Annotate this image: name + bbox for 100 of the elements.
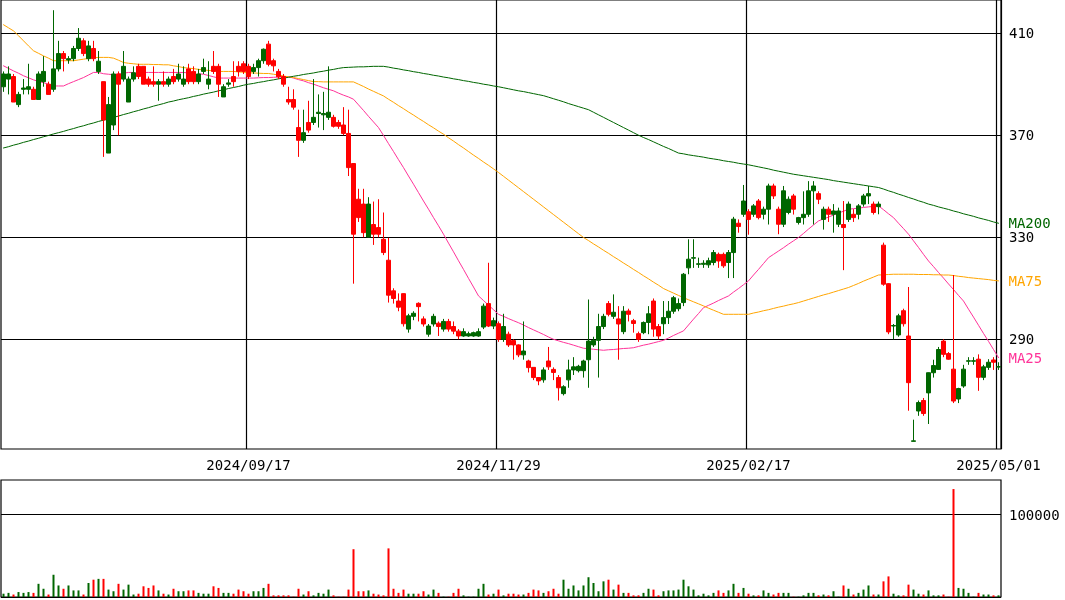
bar: [567, 588, 570, 597]
bar: [767, 592, 770, 597]
bar: [617, 584, 620, 597]
bar: [42, 588, 45, 597]
candlestick: [826, 206, 831, 223]
bar: [762, 590, 765, 597]
bar: [812, 592, 815, 597]
x-tick-label: 2025/05/01: [956, 457, 1041, 473]
bar: [682, 579, 685, 597]
candlestick: [916, 400, 921, 417]
candlestick: [156, 78, 161, 102]
candlestick: [611, 293, 616, 320]
bar: [367, 590, 370, 597]
candlestick: [691, 238, 696, 269]
candlestick: [441, 318, 446, 333]
candlestick: [626, 308, 631, 322]
bar: [532, 589, 535, 597]
bar: [677, 589, 680, 597]
candlestick: [681, 272, 686, 307]
y-tick-label: 370: [1009, 127, 1035, 144]
bar: [432, 589, 435, 597]
bar: [92, 579, 95, 597]
candlestick: [911, 419, 916, 442]
bar: [187, 590, 190, 597]
candlestick: [901, 308, 906, 328]
candlestick: [206, 60, 211, 90]
bar: [357, 591, 360, 597]
candlestick: [61, 50, 66, 72]
bar: [662, 591, 665, 597]
candlestick: [776, 206, 781, 235]
bar: [437, 592, 440, 597]
bar: [927, 590, 930, 597]
candlestick: [756, 198, 761, 220]
candlestick: [871, 201, 876, 216]
candlestick: [921, 397, 926, 417]
bar: [722, 592, 725, 597]
bar: [607, 579, 610, 597]
bar: [672, 590, 675, 597]
bar: [142, 586, 145, 597]
candlestick: [421, 315, 426, 328]
bar: [352, 549, 355, 597]
candlestick: [226, 78, 231, 88]
y-tick-label: 410: [1009, 25, 1035, 42]
candlestick: [161, 70, 166, 88]
bar: [112, 591, 115, 597]
candlestick: [31, 86, 36, 100]
bar: [262, 587, 265, 597]
candlestick: [791, 193, 796, 216]
bar: [542, 592, 545, 597]
bar: [392, 588, 395, 597]
candlestick: [816, 190, 821, 205]
bar: [197, 592, 200, 597]
bar: [497, 589, 500, 597]
candlestick: [101, 81, 106, 158]
bar: [237, 589, 240, 597]
bar: [267, 583, 270, 597]
bar: [592, 582, 595, 597]
candlestick: [86, 40, 91, 62]
bar: [962, 588, 965, 597]
bar: [652, 589, 655, 597]
bar: [117, 583, 120, 597]
bar: [602, 581, 605, 597]
candlestick: [166, 76, 171, 88]
candlestick: [686, 238, 691, 275]
candlestick: [951, 274, 956, 404]
bar: [572, 585, 575, 597]
candlestick: [201, 58, 206, 75]
bar: [867, 585, 870, 597]
candlestick: [821, 206, 826, 231]
bar: [72, 590, 75, 597]
bar: [597, 591, 600, 597]
bar: [52, 574, 55, 597]
bar: [27, 592, 30, 597]
bar: [17, 592, 20, 597]
bar: [862, 589, 865, 597]
candlestick: [501, 313, 506, 343]
candlestick: [306, 100, 311, 134]
bar: [297, 588, 300, 597]
y-tick-label: 330: [1009, 229, 1035, 246]
bar: [552, 588, 555, 597]
bar: [97, 578, 100, 597]
bar: [587, 577, 590, 597]
candlestick: [991, 356, 996, 371]
bar: [782, 592, 785, 597]
bar: [122, 589, 125, 597]
bar: [847, 588, 850, 597]
candlestick: [561, 384, 566, 396]
bar: [257, 591, 260, 597]
bar: [347, 589, 350, 597]
bar: [842, 585, 845, 597]
candlestick: [546, 346, 551, 371]
bar: [397, 592, 400, 597]
series-label: MA25: [1008, 349, 1043, 366]
bar: [482, 583, 485, 597]
bar: [647, 588, 650, 597]
bar: [887, 576, 890, 597]
candlestick: [551, 366, 556, 381]
bar: [217, 587, 220, 597]
bar: [787, 592, 790, 597]
candlestick: [46, 81, 51, 95]
